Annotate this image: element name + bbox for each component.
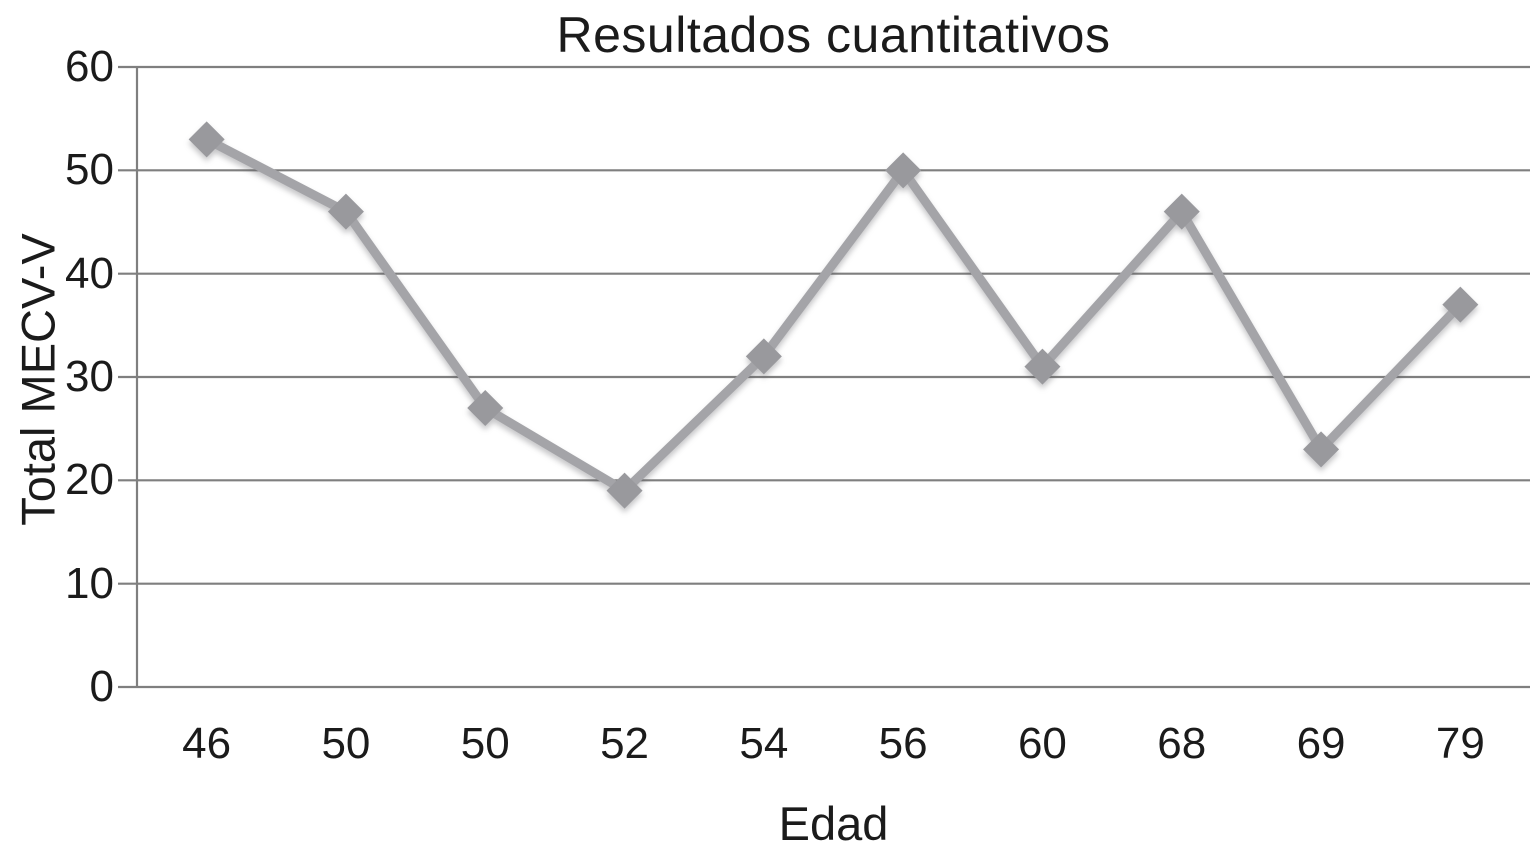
- y-tick-label: 30: [65, 352, 114, 401]
- x-tick-label: 54: [739, 719, 789, 768]
- x-tick-label: 52: [600, 719, 650, 768]
- diamond-marker: [327, 193, 364, 230]
- diamond-marker: [1163, 193, 1200, 230]
- x-tick-label: 56: [878, 719, 928, 768]
- diamond-marker: [1303, 431, 1340, 468]
- x-tick-label: 79: [1435, 719, 1485, 768]
- diamond-marker: [188, 121, 225, 158]
- y-tick-label: 50: [65, 145, 114, 195]
- y-tick-label: 40: [65, 248, 114, 298]
- chart-title: Resultados cuantitativos: [556, 7, 1111, 63]
- x-tick-label: 46: [182, 719, 232, 768]
- y-tick-label: 0: [89, 662, 114, 711]
- y-tick-label: 10: [65, 558, 114, 608]
- x-axis-title: Edad: [778, 797, 889, 850]
- diamond-marker: [1024, 348, 1061, 385]
- x-tick-label: 50: [460, 719, 510, 768]
- x-tick-label: 60: [1017, 719, 1067, 768]
- series-line: [204, 135, 1464, 497]
- y-tick-label: 60: [65, 42, 114, 91]
- y-tick-label: 20: [65, 455, 114, 505]
- diamond-marker: [1442, 286, 1479, 323]
- data-series: [188, 121, 1479, 509]
- diamond-marker: [745, 338, 782, 375]
- diamond-marker: [606, 472, 643, 509]
- diamond-marker: [885, 152, 922, 189]
- x-tick-label: 69: [1296, 719, 1346, 768]
- x-tick-label: 68: [1157, 719, 1207, 768]
- diamond-marker: [467, 390, 504, 426]
- x-tick-label: 50: [321, 719, 371, 768]
